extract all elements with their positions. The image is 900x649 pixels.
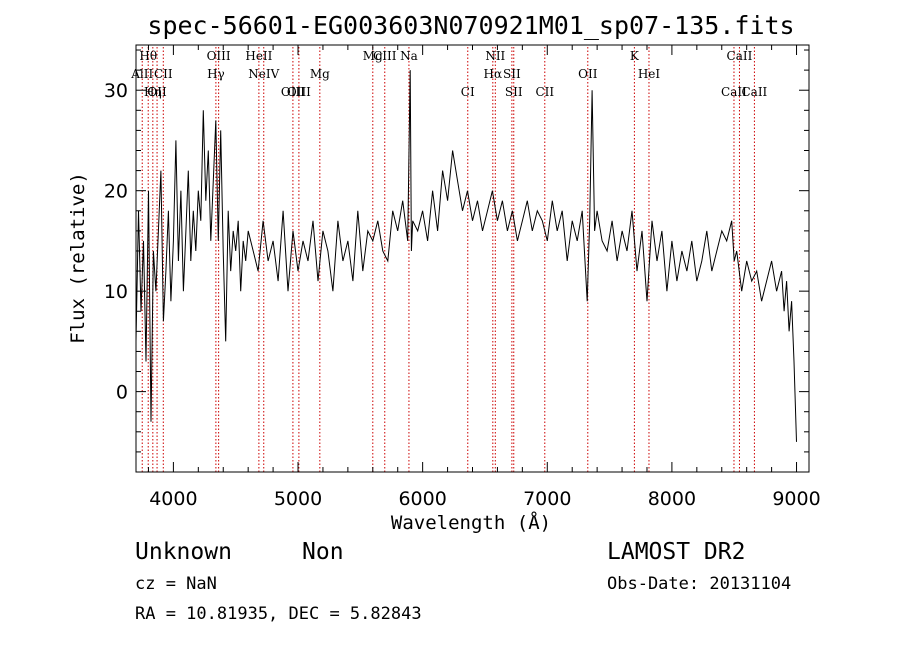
x-axis-label: Wavelength (Å) — [391, 511, 551, 534]
emission-line-label: Hη — [144, 85, 162, 99]
object-class: Unknown — [135, 539, 232, 565]
object-subclass: Non — [302, 539, 344, 565]
x-tick-label: 6000 — [398, 488, 446, 510]
redshift-cz: cz = NaN — [135, 574, 217, 594]
emission-line-label: CaII — [721, 85, 747, 99]
plot-frame — [135, 44, 810, 473]
emission-line-label: SII — [505, 85, 523, 99]
x-axis-ticks: 4000 5000 6000 7000 8000 9000 — [147, 45, 821, 510]
emission-line-label: CI — [461, 85, 475, 99]
emission-line-label: NeIV — [248, 67, 279, 81]
emission-line-label: NII — [485, 49, 505, 63]
emission-line-label: AlII — [130, 67, 153, 81]
emission-line-label: CaII — [727, 49, 753, 63]
x-tick-label: 9000 — [772, 488, 820, 510]
emission-line-label: OIII — [207, 49, 231, 63]
emission-line-label: OIII — [281, 85, 305, 99]
emission-line-label: Hγ — [207, 67, 225, 81]
emission-line-label: CII — [154, 67, 173, 81]
emission-line-label: Mg — [363, 49, 383, 63]
emission-line-label: SII — [503, 67, 521, 81]
chart-title: spec-56601-EG003603N070921M01_sp07-135.f… — [147, 11, 794, 40]
y-tick-label: 10 — [104, 281, 128, 303]
emission-line-label: HeII — [245, 49, 272, 63]
emission-line-label: Hα — [484, 67, 503, 81]
emission-line-label: HeI — [638, 67, 661, 81]
spectrum-line — [135, 70, 797, 442]
emission-line-label: Hθ — [139, 49, 157, 63]
survey-name: LAMOST DR2 — [607, 539, 745, 565]
emission-line-label: OII — [578, 67, 598, 81]
y-tick-label: 0 — [116, 382, 128, 404]
emission-line-label: OII — [147, 85, 167, 99]
emission-line-label: Na — [400, 49, 418, 63]
emission-line-label: CIII — [373, 49, 397, 63]
emission-line-label: K — [630, 49, 640, 63]
y-tick-label: 20 — [104, 181, 128, 203]
ra-dec: RA = 10.81935, DEC = 5.82843 — [135, 604, 422, 624]
x-tick-label: 8000 — [648, 488, 696, 510]
x-tick-label: 5000 — [274, 488, 322, 510]
y-tick-label: 30 — [104, 80, 128, 102]
marker-lines — [141, 47, 755, 472]
y-axis-label: Flux (relative) — [67, 172, 89, 344]
emission-line-label: Mg — [310, 67, 330, 81]
obs-date: Obs-Date: 20131104 — [607, 574, 791, 594]
emission-line-label: CaII — [741, 85, 767, 99]
emission-line-label: OIII — [287, 85, 311, 99]
emission-line-label: CII — [535, 85, 554, 99]
y-axis-ticks: 0 10 20 30 — [104, 49, 809, 453]
x-tick-label: 7000 — [523, 488, 571, 510]
x-tick-label: 4000 — [149, 488, 197, 510]
